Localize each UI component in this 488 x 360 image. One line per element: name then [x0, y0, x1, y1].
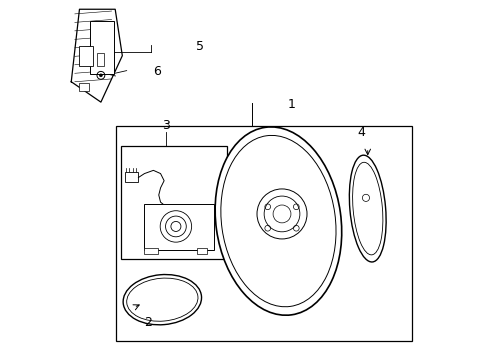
Text: 4: 4 [356, 126, 364, 139]
Polygon shape [71, 9, 122, 102]
Circle shape [99, 74, 102, 77]
Text: 5: 5 [196, 40, 204, 53]
Ellipse shape [348, 155, 386, 262]
Ellipse shape [352, 162, 382, 255]
Text: 6: 6 [153, 64, 161, 77]
Bar [144, 248, 158, 254]
Bar [97, 53, 104, 66]
Ellipse shape [215, 127, 341, 315]
Text: 3: 3 [162, 119, 169, 132]
Ellipse shape [126, 278, 198, 321]
Bar [197, 248, 207, 254]
Ellipse shape [221, 135, 335, 307]
Text: 2: 2 [144, 316, 152, 329]
Bar [124, 172, 138, 182]
Bar [144, 204, 214, 249]
Text: 1: 1 [287, 99, 295, 112]
Bar [121, 146, 226, 258]
Bar [80, 83, 89, 91]
Ellipse shape [123, 275, 201, 325]
Bar [80, 46, 93, 66]
Bar [90, 21, 114, 73]
Bar [116, 126, 411, 341]
